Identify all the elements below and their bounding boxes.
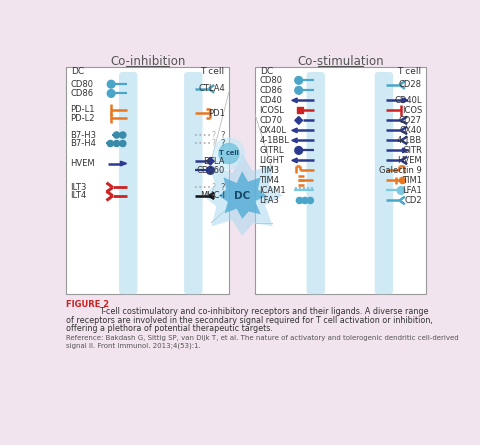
Text: ILT4: ILT4 [70,191,86,200]
Circle shape [296,198,302,203]
Text: offering a plethora of potential therapeutic targets.: offering a plethora of potential therape… [66,324,273,333]
Text: of receptors are involved in the secondary signal required for T cell activation: of receptors are involved in the seconda… [66,316,433,325]
Text: DC: DC [71,67,84,77]
Circle shape [307,198,313,203]
Text: ?: ? [212,183,216,192]
Text: CD27: CD27 [399,116,422,125]
Text: signal II. Front Immunol. 2013;4(53):1.: signal II. Front Immunol. 2013;4(53):1. [66,343,201,349]
Polygon shape [204,154,282,236]
Text: MHC-I: MHC-I [200,191,225,200]
Polygon shape [120,161,127,166]
Text: LFA1: LFA1 [402,186,422,195]
Text: GITR: GITR [402,146,422,155]
Text: ?: ? [221,130,225,140]
Text: CD2: CD2 [404,196,422,205]
Text: CD160: CD160 [197,166,225,175]
Text: LIGHT: LIGHT [259,156,284,165]
Text: Reference: Bakdash G, Sittig SP, van Dijk T, et al. The nature of activatory and: Reference: Bakdash G, Sittig SP, van Dij… [66,335,459,341]
FancyBboxPatch shape [375,72,393,294]
Text: ILT3: ILT3 [70,183,86,192]
Text: T cell: T cell [219,150,239,157]
Text: 4-1BB: 4-1BB [396,136,422,145]
Circle shape [107,81,115,88]
Circle shape [120,132,126,138]
Circle shape [302,198,308,203]
Text: 4-1BBL: 4-1BBL [259,136,289,145]
Text: DC: DC [260,67,273,77]
Polygon shape [403,98,408,103]
Text: CD80: CD80 [70,80,93,89]
Circle shape [113,132,120,138]
FancyBboxPatch shape [184,72,203,294]
Text: LFA3: LFA3 [259,196,279,205]
Polygon shape [297,107,303,113]
Text: T cell: T cell [200,67,224,77]
Text: ?: ? [221,183,225,192]
Text: TIM4: TIM4 [259,176,279,185]
Text: ?: ? [212,139,216,148]
Text: DC: DC [234,191,250,201]
Text: GITRL: GITRL [259,146,284,155]
Text: HVEM: HVEM [397,156,422,165]
Polygon shape [295,117,302,124]
Text: PD-L1: PD-L1 [70,105,95,114]
Circle shape [214,138,244,169]
Polygon shape [219,171,267,219]
Text: BTLA: BTLA [204,157,225,166]
Text: HVEM: HVEM [70,159,95,168]
Text: ?: ? [221,139,225,148]
Polygon shape [292,128,297,133]
Text: ICOSL: ICOSL [259,106,284,115]
Circle shape [107,89,115,97]
Circle shape [107,141,113,146]
Polygon shape [292,138,297,143]
Circle shape [113,141,120,146]
Text: B7-H3: B7-H3 [70,130,96,140]
Circle shape [206,166,214,174]
Text: Co-stimulation: Co-stimulation [297,55,384,68]
Text: CD86: CD86 [259,86,282,95]
Text: Galectin 9: Galectin 9 [379,166,422,175]
Text: ICOS: ICOS [402,106,422,115]
Polygon shape [206,158,214,165]
Text: ?: ? [212,130,216,140]
Text: T-cell costimulatory and co-inhibitory receptors and their ligands. A diverse ra: T-cell costimulatory and co-inhibitory r… [99,307,428,316]
Text: CD40: CD40 [259,96,282,105]
Text: CD80: CD80 [259,76,282,85]
Circle shape [397,186,405,194]
Text: Co-inhibition: Co-inhibition [110,55,185,68]
Text: PD1: PD1 [208,109,225,118]
Text: OX40L: OX40L [259,126,286,135]
Polygon shape [403,148,408,153]
FancyBboxPatch shape [119,72,137,294]
FancyBboxPatch shape [307,72,325,294]
Text: B7-H4: B7-H4 [70,139,96,148]
Text: CD40L: CD40L [395,96,422,105]
Circle shape [295,86,302,94]
Circle shape [295,146,302,154]
Polygon shape [292,158,297,163]
Text: TIM1: TIM1 [402,176,422,185]
Bar [66,67,229,294]
Circle shape [120,141,126,146]
Text: CTLA4: CTLA4 [198,84,225,93]
Text: OX40: OX40 [399,126,422,135]
Text: PD-L2: PD-L2 [70,113,95,122]
Text: FIGURE 2: FIGURE 2 [66,300,109,309]
Bar [255,67,426,294]
Circle shape [295,77,302,84]
Text: T cell: T cell [397,67,421,77]
Circle shape [399,178,406,183]
Text: TIM3: TIM3 [259,166,279,175]
Text: CD28: CD28 [399,81,422,89]
Circle shape [219,143,239,163]
Text: ICAM1: ICAM1 [259,186,286,195]
Polygon shape [292,98,297,103]
Text: CD70: CD70 [259,116,282,125]
Text: CD86: CD86 [70,89,93,98]
